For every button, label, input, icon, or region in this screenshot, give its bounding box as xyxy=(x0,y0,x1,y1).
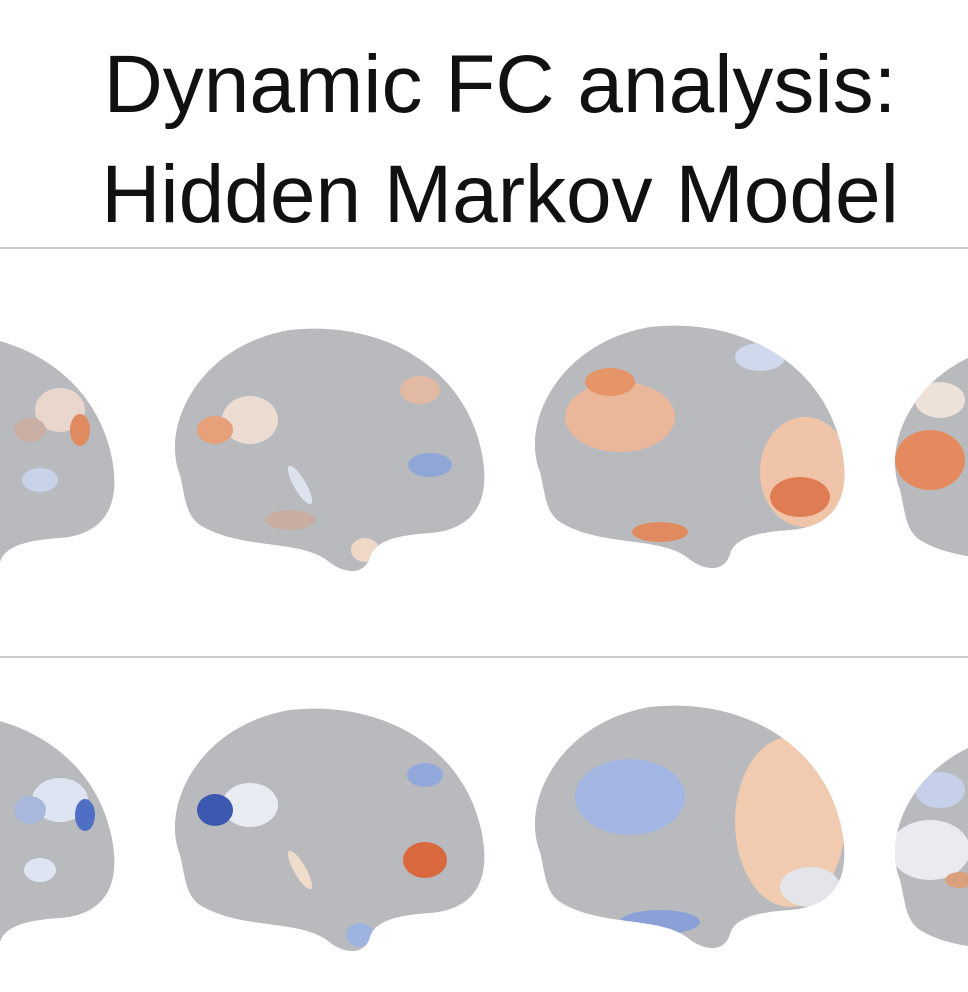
brain-map xyxy=(894,733,968,977)
brain-map xyxy=(174,328,485,572)
brain-row xyxy=(0,325,968,587)
brain-map xyxy=(0,713,115,957)
brain-row xyxy=(0,705,968,977)
brain-map xyxy=(0,333,115,577)
brain-map xyxy=(174,708,485,952)
title-line: Hidden Markov Model xyxy=(101,149,899,240)
brain-map xyxy=(534,325,845,569)
brain-map xyxy=(894,343,968,587)
brain-map xyxy=(534,705,845,949)
title-line: Dynamic FC analysis: xyxy=(104,39,897,130)
